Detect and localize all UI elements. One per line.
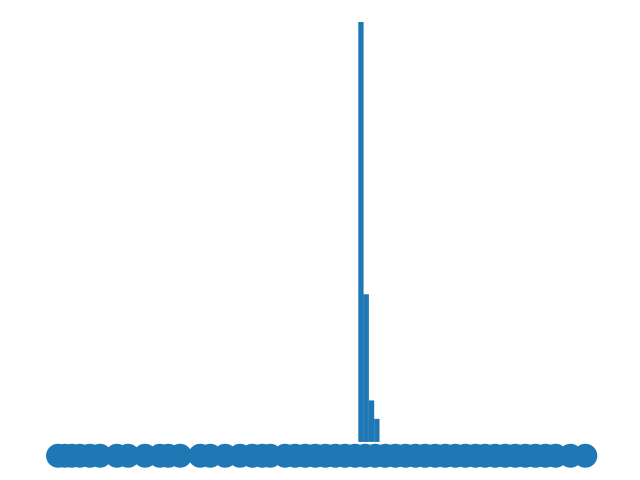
histogram-bar xyxy=(358,22,364,442)
scatter-point xyxy=(168,443,193,468)
histogram-bar xyxy=(363,294,369,442)
scatter-point xyxy=(87,443,112,468)
histogram-bar xyxy=(368,400,375,442)
scatter-point xyxy=(573,443,598,468)
scatter-point xyxy=(116,443,141,468)
histogram-bar xyxy=(374,418,380,442)
